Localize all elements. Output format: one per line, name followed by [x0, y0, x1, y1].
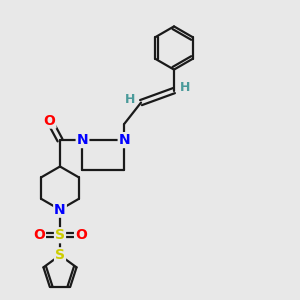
Text: H: H	[180, 81, 190, 94]
Text: N: N	[77, 133, 88, 147]
Text: N: N	[54, 203, 66, 217]
Text: O: O	[75, 228, 87, 242]
Text: O: O	[33, 228, 45, 242]
Text: S: S	[55, 228, 65, 242]
Text: S: S	[55, 248, 65, 262]
Text: N: N	[119, 133, 130, 147]
Text: H: H	[124, 93, 135, 106]
Text: O: O	[44, 114, 56, 128]
